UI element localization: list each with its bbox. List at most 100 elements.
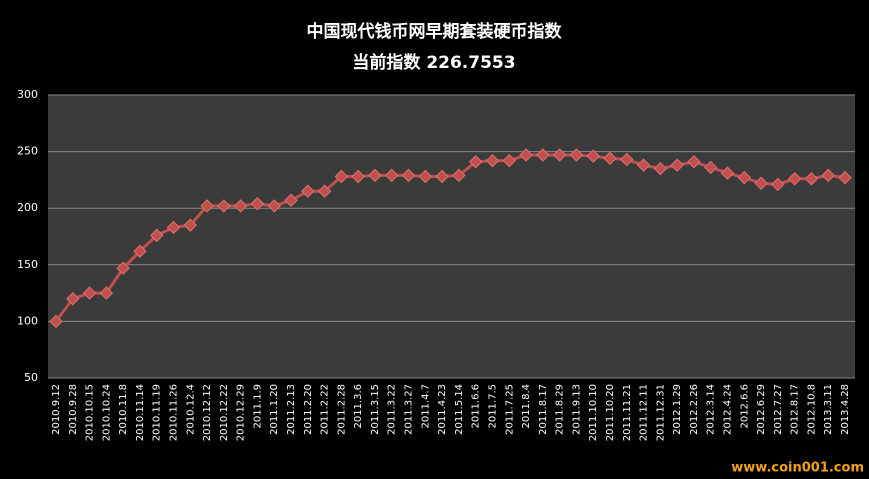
x-tick-label: 2010.11.14 (135, 384, 146, 441)
y-tick-label: 250 (17, 145, 38, 158)
point-marker (233, 199, 248, 213)
x-tick-label: 2012.6.6 (739, 384, 750, 429)
x-tick-label: 2011.5.14 (454, 384, 465, 435)
point-marker (435, 169, 449, 184)
point-marker (351, 169, 365, 184)
x-tick-label: 2010.12.4 (185, 384, 196, 435)
x-tick-label: 2011.8.4 (521, 384, 532, 429)
x-tick-label: 2013.4.28 (840, 384, 851, 435)
point-marker (82, 286, 97, 300)
chart-title: 中国现代钱币网早期套装硬币指数 (307, 21, 563, 42)
x-tick-label: 2011.7.25 (504, 384, 515, 435)
point-marker (838, 170, 852, 185)
x-tick-label: 2011.3.15 (370, 384, 381, 435)
x-tick-label: 2012.1.29 (672, 384, 683, 435)
point-marker (754, 176, 768, 191)
point-marker (334, 169, 349, 184)
plot-area (48, 95, 855, 378)
x-tick-label: 2012.7.27 (773, 384, 784, 435)
x-tick-label: 2011.3.6 (353, 384, 364, 429)
x-tick-label: 2011.2.28 (336, 384, 347, 435)
point-marker (301, 184, 315, 198)
point-marker (99, 286, 114, 300)
x-tick-label: 2011.10.20 (605, 384, 616, 441)
x-tick-label: 2011.1.9 (252, 384, 263, 429)
x-tick-label: 2012.10.8 (806, 384, 817, 435)
x-tick-label: 2011.3.27 (404, 384, 415, 435)
x-tick-label: 2011.2.22 (320, 384, 331, 435)
x-tick-label: 2010.10.24 (101, 384, 112, 441)
point-marker (603, 151, 617, 166)
point-marker (317, 184, 332, 198)
y-tick-label: 200 (17, 201, 38, 214)
point-marker (166, 220, 181, 235)
x-tick-label: 2013.3.11 (823, 384, 834, 435)
x-tick-label: 2011.9.13 (571, 384, 582, 435)
point-marker (703, 160, 718, 175)
point-marker (720, 166, 735, 180)
point-marker (687, 155, 701, 169)
point-marker (468, 155, 483, 169)
x-tick-label: 2011.7.5 (487, 384, 498, 429)
x-tick-label: 2011.12.31 (655, 384, 666, 441)
point-marker (552, 148, 567, 162)
point-marker (401, 168, 416, 183)
point-marker (653, 161, 668, 176)
point-marker (804, 172, 819, 186)
x-tick-label: 2012.4.24 (722, 384, 733, 435)
point-marker (452, 168, 466, 183)
point-marker (536, 148, 550, 162)
x-tick-label: 2011.8.17 (538, 384, 549, 435)
x-tick-label: 2012.8.17 (790, 384, 801, 435)
x-tick-label: 2011.4.7 (420, 384, 431, 429)
point-marker (586, 149, 600, 163)
point-marker (368, 168, 382, 183)
x-tick-label: 2011.1.20 (269, 384, 280, 435)
point-marker (670, 158, 684, 172)
point-marker (821, 168, 835, 183)
point-marker (787, 172, 802, 186)
x-tick-label: 2012.2.26 (689, 384, 700, 435)
point-marker (385, 168, 399, 183)
x-tick-label: 2010.10.15 (85, 384, 96, 441)
point-marker (636, 158, 651, 172)
point-marker (569, 148, 584, 162)
point-marker (217, 199, 231, 213)
point-marker (150, 228, 164, 243)
x-tick-label: 2010.12.12 (202, 384, 213, 441)
watermark: www.coin001.com (731, 461, 864, 476)
point-marker (200, 199, 214, 213)
x-tick-label: 2010.11.26 (169, 384, 180, 441)
point-marker (418, 169, 433, 184)
x-tick-label: 2011.3.22 (387, 384, 398, 435)
x-tick-label: 2011.12.11 (639, 384, 650, 441)
point-marker (267, 199, 281, 213)
x-tick-label: 2011.6.6 (471, 384, 482, 429)
x-tick-label: 2011.10.10 (588, 384, 599, 441)
y-tick-label: 300 (17, 88, 38, 101)
x-tick-label: 2011.8.29 (555, 384, 566, 435)
point-marker (133, 244, 147, 258)
x-tick-label: 2011.2.13 (286, 384, 297, 435)
point-marker (502, 153, 516, 168)
point-marker (620, 152, 634, 167)
point-marker (183, 218, 198, 232)
point-marker (737, 170, 751, 185)
y-tick-label: 150 (17, 258, 38, 271)
x-tick-label: 2010.12.22 (219, 384, 230, 441)
y-tick-label: 100 (17, 314, 38, 327)
x-tick-label: 2012.6.29 (756, 384, 767, 435)
point-marker (771, 177, 785, 192)
x-tick-label: 2010.9.12 (51, 384, 62, 435)
point-marker (49, 314, 63, 329)
x-tick-label: 2011.2.20 (303, 384, 314, 435)
point-marker (485, 153, 500, 168)
x-tick-label: 2010.12.29 (236, 384, 247, 441)
point-marker (116, 261, 130, 275)
x-tick-label: 2010.11.8 (118, 384, 129, 435)
y-tick-label: 50 (24, 371, 38, 384)
point-marker (66, 292, 80, 306)
x-tick-label: 2012.3.14 (706, 384, 717, 435)
point-marker (284, 193, 298, 207)
